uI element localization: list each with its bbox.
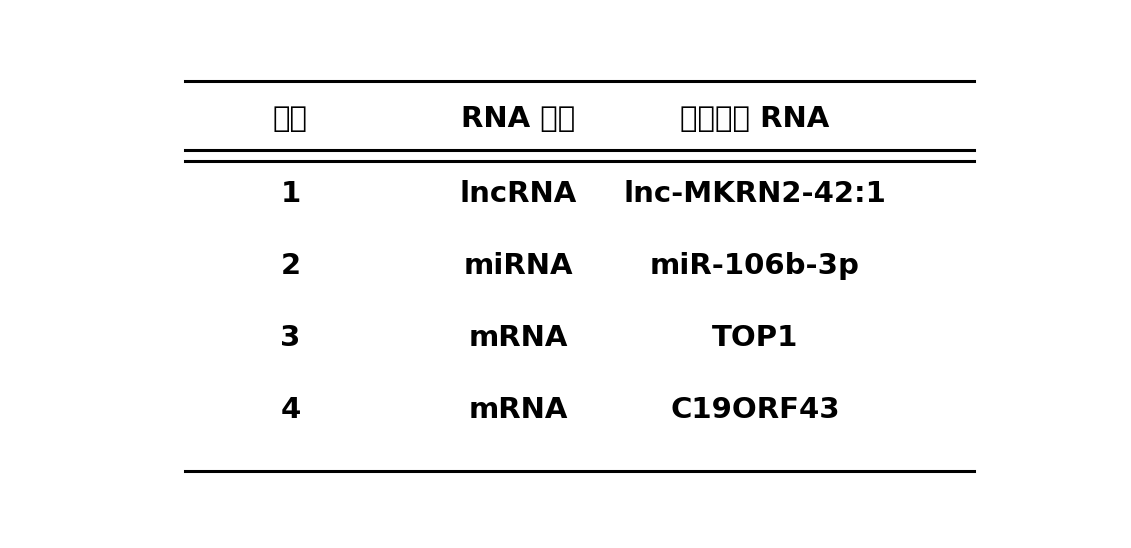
Text: miRNA: miRNA (464, 252, 573, 280)
Text: 编号: 编号 (273, 105, 308, 133)
Text: 2: 2 (280, 252, 301, 280)
Text: 显著差异 RNA: 显著差异 RNA (681, 105, 829, 133)
Text: 3: 3 (280, 324, 301, 352)
Text: lnc-MKRN2-42:1: lnc-MKRN2-42:1 (623, 180, 887, 208)
Text: TOP1: TOP1 (711, 324, 798, 352)
Text: 4: 4 (280, 396, 301, 424)
Text: C19ORF43: C19ORF43 (671, 396, 839, 424)
Text: mRNA: mRNA (468, 324, 568, 352)
Text: miR-106b-3p: miR-106b-3p (650, 252, 860, 280)
Text: 1: 1 (280, 180, 301, 208)
Text: RNA 类型: RNA 类型 (461, 105, 576, 133)
Text: lncRNA: lncRNA (459, 180, 577, 208)
Text: mRNA: mRNA (468, 396, 568, 424)
